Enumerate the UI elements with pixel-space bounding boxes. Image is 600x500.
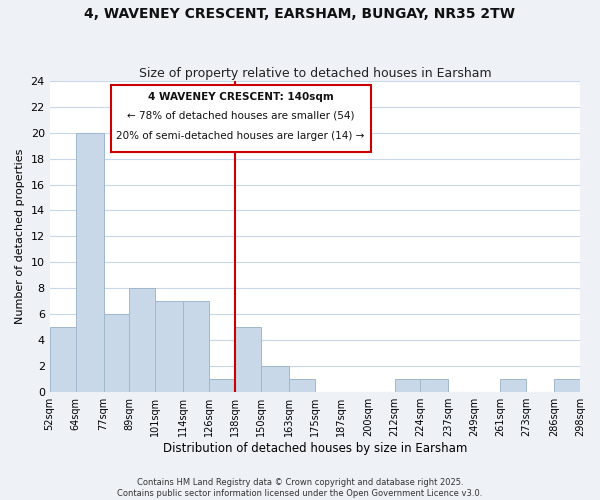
- Bar: [104, 314, 130, 392]
- Bar: [184, 302, 209, 392]
- Text: 20% of semi-detached houses are larger (14) →: 20% of semi-detached houses are larger (…: [116, 130, 365, 140]
- Bar: [50, 328, 76, 392]
- FancyBboxPatch shape: [110, 86, 371, 152]
- Bar: [130, 288, 155, 392]
- Bar: [500, 379, 526, 392]
- Bar: [235, 328, 261, 392]
- Text: Contains HM Land Registry data © Crown copyright and database right 2025.
Contai: Contains HM Land Registry data © Crown c…: [118, 478, 482, 498]
- X-axis label: Distribution of detached houses by size in Earsham: Distribution of detached houses by size …: [163, 442, 467, 455]
- Bar: [155, 302, 184, 392]
- Bar: [261, 366, 289, 392]
- Text: 4, WAVENEY CRESCENT, EARSHAM, BUNGAY, NR35 2TW: 4, WAVENEY CRESCENT, EARSHAM, BUNGAY, NR…: [85, 8, 515, 22]
- Text: ← 78% of detached houses are smaller (54): ← 78% of detached houses are smaller (54…: [127, 111, 355, 121]
- Bar: [421, 379, 448, 392]
- Bar: [289, 379, 315, 392]
- Text: 4 WAVENEY CRESCENT: 140sqm: 4 WAVENEY CRESCENT: 140sqm: [148, 92, 334, 102]
- Bar: [76, 132, 104, 392]
- Bar: [554, 379, 580, 392]
- Bar: [395, 379, 421, 392]
- Title: Size of property relative to detached houses in Earsham: Size of property relative to detached ho…: [139, 66, 491, 80]
- Bar: [209, 379, 235, 392]
- Y-axis label: Number of detached properties: Number of detached properties: [15, 149, 25, 324]
